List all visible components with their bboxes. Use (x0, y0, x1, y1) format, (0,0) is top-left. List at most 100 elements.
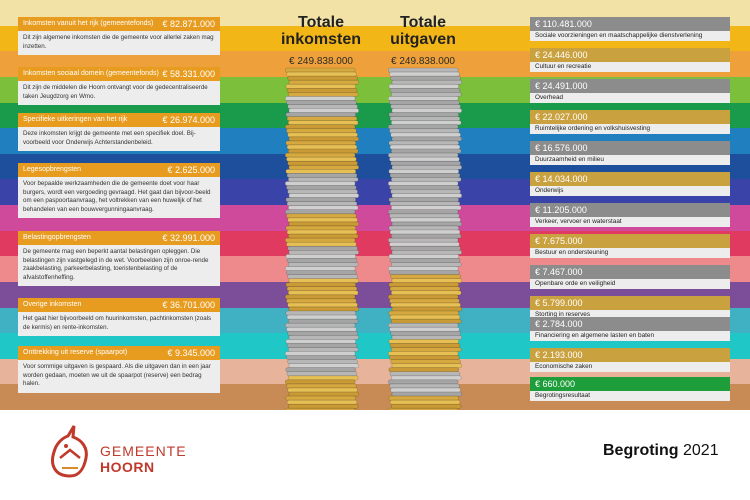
income-item: Inkomsten vanuit het rijk (gemeentefonds… (18, 17, 220, 56)
income-description: Dit zijn de middelen die Hoorn ontvangt … (18, 81, 220, 106)
coin (288, 108, 360, 113)
coin (390, 189, 461, 194)
coin (284, 379, 356, 385)
expense-item: € 660.000 Begrotingsresultaat (530, 377, 730, 401)
coin (286, 213, 357, 219)
income-header: Specifieke uitkeringen van het rijk € 26.… (18, 113, 220, 127)
coin (390, 387, 461, 393)
income-description: Voor bepaalde werkzaamheden die de gemee… (18, 177, 220, 219)
expense-item: € 2.784.000 Financiering en algemene last… (530, 317, 730, 341)
coin (390, 177, 462, 182)
coin (285, 140, 357, 146)
coin (286, 100, 357, 105)
budget-title: Begroting 2021 (603, 442, 719, 460)
coin (390, 262, 462, 267)
coin (287, 120, 359, 126)
coin (287, 302, 358, 308)
coin (387, 209, 459, 215)
expense-item: € 24.491.000 Overhead (530, 79, 730, 103)
coin (285, 367, 357, 373)
coin (286, 201, 358, 207)
income-description: Deze inkomsten krijgt de gemeente met ee… (18, 127, 220, 152)
coin (285, 112, 357, 118)
unicorn-logo-icon (51, 425, 88, 478)
coin (391, 136, 463, 142)
coin (389, 286, 461, 292)
coin (391, 334, 463, 340)
coin (286, 326, 357, 332)
coin (284, 351, 356, 356)
coin (285, 197, 357, 203)
coin (390, 274, 461, 280)
expense-label: Openbare orde en veiligheid (530, 279, 730, 289)
income-label: Inkomsten sociaal domein (gemeentefonds) (23, 70, 159, 77)
coin (286, 371, 358, 377)
coin (389, 156, 460, 162)
expense-amount: € 22.027.000 (530, 110, 730, 124)
coin (285, 168, 357, 174)
coin (388, 339, 460, 344)
coin (387, 96, 459, 101)
income-item: Legesopbrengsten € 2.625.000 Voor bepaald… (18, 163, 220, 219)
logo-line-gemeente: GEMEENTE (100, 443, 187, 459)
coin (390, 217, 461, 223)
coin (390, 403, 462, 409)
coin (286, 241, 357, 247)
expense-label: Duurzaamheid en milieu (530, 155, 730, 165)
coin (284, 124, 356, 130)
coin (287, 245, 358, 251)
income-header: Inkomsten sociaal domein (gemeentefonds)… (18, 67, 220, 81)
income-header: Belastingopbrengsten € 32.991.000 (18, 231, 220, 245)
budget-year: 2021 (683, 442, 719, 459)
coin (286, 116, 358, 122)
coin (389, 87, 461, 93)
coin (288, 363, 360, 369)
coin (388, 225, 460, 231)
income-amount: € 58.331.000 (162, 69, 215, 79)
income-title-line1: Totale (298, 14, 344, 31)
coin (391, 363, 463, 369)
coin (391, 79, 463, 85)
expense-label: Onderwijs (530, 186, 730, 196)
coin (287, 274, 358, 280)
coin (390, 104, 461, 109)
expense-item: € 11.205.000 Verkeer, vervoer en watersta… (530, 203, 730, 227)
expense-item: € 7.675.000 Bestuur en ondersteuning (530, 234, 730, 258)
coin (390, 290, 462, 296)
expense-amount: € 110.481.000 (530, 17, 730, 31)
coin (389, 343, 461, 348)
coin (286, 156, 357, 162)
coin (287, 262, 359, 267)
coin (286, 270, 357, 275)
coin (388, 282, 460, 288)
coin (390, 330, 461, 336)
income-label: Legesopbrengsten (23, 166, 81, 173)
expense-label: Ruimtelijke ordening en volkshuisvesting (530, 124, 730, 134)
coin (387, 294, 459, 300)
coin (388, 395, 460, 401)
coin (284, 294, 356, 300)
coin (288, 136, 360, 142)
coin (285, 395, 357, 401)
coin (387, 124, 459, 130)
coin (284, 152, 356, 158)
income-header: Inkomsten vanuit het rijk (gemeentefonds… (18, 17, 220, 31)
coin (285, 339, 357, 344)
income-description: Voor sommige uitgaven is gespaard. Als d… (18, 360, 220, 393)
income-header: Onttrekking uit reserve (spaarpot) € 9.34… (18, 346, 220, 360)
coin (387, 322, 459, 328)
coin (287, 290, 359, 296)
income-item: Belastingopbrengsten € 32.991.000 De geme… (18, 231, 220, 287)
expense-item: € 24.446.000 Cultuur en recreatie (530, 48, 730, 72)
income-header: Legesopbrengsten € 2.625.000 (18, 163, 220, 177)
expense-total: € 249.838.000 (391, 56, 455, 67)
coin (390, 160, 461, 166)
coin (287, 318, 359, 324)
income-description: Het gaat hier bijvoorbeeld om huurinkoms… (18, 312, 220, 337)
income-item: Specifieke uitkeringen van het rijk € 26.… (18, 113, 220, 152)
coin (389, 241, 460, 247)
coin (387, 152, 459, 158)
coin (287, 347, 359, 352)
income-total: € 249.838.000 (289, 56, 353, 67)
coin (388, 254, 460, 259)
